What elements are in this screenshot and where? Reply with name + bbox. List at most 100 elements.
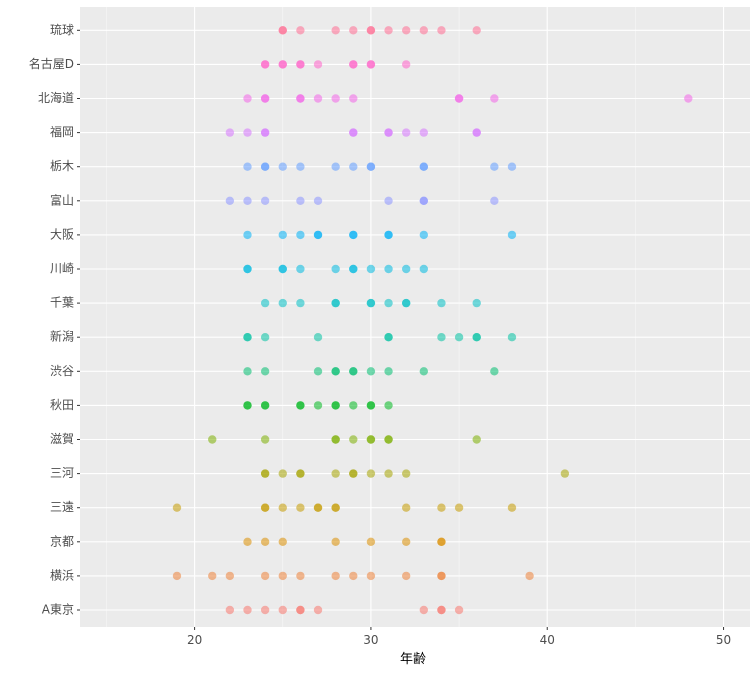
data-point xyxy=(225,196,235,205)
y-tick-label: 富山 xyxy=(50,192,74,207)
data-point xyxy=(384,367,393,376)
x-axis-title: 年齢 xyxy=(400,652,426,667)
data-point xyxy=(472,435,481,444)
data-point xyxy=(260,537,270,546)
data-point xyxy=(490,367,499,376)
data-point xyxy=(313,94,323,103)
data-point xyxy=(384,26,393,35)
data-point xyxy=(366,264,376,274)
data-point xyxy=(437,26,446,35)
data-point xyxy=(437,298,446,308)
data-point xyxy=(313,401,323,410)
data-point xyxy=(278,264,287,274)
data-point xyxy=(472,333,481,342)
data-point xyxy=(225,605,235,615)
y-tick-label: 栃木 xyxy=(50,159,74,173)
x-tick-label: 50 xyxy=(716,633,731,647)
data-point xyxy=(401,571,411,581)
data-point xyxy=(331,401,340,410)
x-tick-label: 20 xyxy=(187,633,202,647)
y-axis-ticks: A東京 横浜 京都 三遠 三河 滋賀 秋田 渋谷 新潟 千葉 川崎 大阪 富山 栃木 福岡 北海道 名古屋D 琉球 xyxy=(29,23,80,617)
y-tick-label: 三河 xyxy=(50,466,74,480)
data-point xyxy=(349,128,358,137)
panel-background xyxy=(80,7,750,627)
data-point xyxy=(296,401,305,410)
data-point xyxy=(507,162,517,171)
data-point xyxy=(260,469,270,478)
data-point xyxy=(331,162,340,171)
y-tick-label: 新潟 xyxy=(50,329,74,344)
data-point xyxy=(437,333,446,342)
data-point xyxy=(260,605,270,615)
data-point xyxy=(208,435,217,444)
data-point xyxy=(278,605,287,615)
data-point xyxy=(243,401,252,410)
data-point xyxy=(260,94,270,103)
data-point xyxy=(349,162,358,171)
data-point xyxy=(349,264,358,274)
data-point xyxy=(296,60,305,69)
data-point xyxy=(260,571,270,581)
data-point xyxy=(401,128,411,137)
data-point xyxy=(366,298,376,308)
data-point xyxy=(490,196,499,205)
data-point xyxy=(331,537,340,546)
data-point xyxy=(419,605,429,615)
data-point xyxy=(260,196,270,205)
data-point xyxy=(243,230,252,240)
data-point xyxy=(419,128,429,137)
y-tick-label: 琉球 xyxy=(50,23,74,37)
data-point xyxy=(296,298,305,308)
data-point xyxy=(366,435,376,444)
grid-lines xyxy=(80,7,750,627)
data-point xyxy=(243,605,252,615)
data-point xyxy=(454,94,464,103)
data-point xyxy=(260,435,270,444)
data-point xyxy=(278,469,287,478)
data-point xyxy=(313,230,323,240)
data-point xyxy=(401,264,411,274)
data-point xyxy=(296,264,305,274)
data-point xyxy=(437,537,446,546)
data-point xyxy=(366,469,376,478)
data-point xyxy=(472,26,481,35)
data-point xyxy=(278,26,287,35)
data-point xyxy=(243,128,252,137)
x-tick-label: 30 xyxy=(363,633,378,647)
data-point xyxy=(278,503,287,512)
data-point xyxy=(243,367,252,376)
data-point xyxy=(278,298,287,308)
y-tick-label: 福岡 xyxy=(50,124,74,139)
data-point xyxy=(366,367,376,376)
data-point xyxy=(260,128,270,137)
data-point xyxy=(296,26,305,35)
x-tick-label: 40 xyxy=(540,633,555,647)
data-point xyxy=(208,571,217,581)
data-point xyxy=(331,26,340,35)
y-tick-label: 渋谷 xyxy=(50,364,74,378)
data-point xyxy=(243,94,252,103)
data-point xyxy=(419,367,429,376)
data-point xyxy=(172,571,182,581)
data-point xyxy=(349,571,358,581)
data-point xyxy=(384,401,393,410)
data-point xyxy=(313,333,323,342)
data-point xyxy=(260,503,270,512)
data-point xyxy=(260,298,270,308)
data-point xyxy=(366,401,376,410)
data-point xyxy=(684,94,693,103)
y-tick-label: 北海道 xyxy=(38,90,74,105)
data-point xyxy=(296,503,305,512)
data-point xyxy=(313,503,323,512)
data-point xyxy=(454,503,464,512)
data-point xyxy=(225,571,235,581)
data-point xyxy=(225,128,235,137)
data-point xyxy=(384,264,393,274)
data-point xyxy=(384,128,393,137)
data-point xyxy=(472,128,481,137)
data-point xyxy=(243,333,252,342)
data-point xyxy=(560,469,570,478)
data-point xyxy=(366,26,376,35)
data-point xyxy=(331,298,340,308)
